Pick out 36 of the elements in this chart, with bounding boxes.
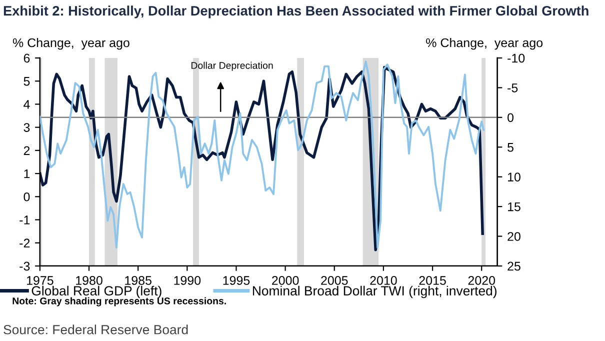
y-tick-label: 2 xyxy=(24,146,30,155)
y-tick-label: -3 xyxy=(20,262,30,271)
text: Note: Gray shading represents US recessions. xyxy=(12,297,226,306)
y2-tick-label: -10 xyxy=(508,54,525,63)
y2-axis-title: % Change, year ago xyxy=(426,38,543,50)
x-tick-label: 1995 xyxy=(223,276,250,285)
x-tick-label: 2015 xyxy=(419,276,446,285)
y-tick-label: 3 xyxy=(24,123,30,132)
x-tick-label: 2020 xyxy=(468,276,496,285)
y2-tick-label: 20 xyxy=(508,232,520,241)
x-tick-label: 2000 xyxy=(272,276,299,285)
y2-tick-label: 0 xyxy=(508,113,514,122)
source-note: Source: Federal Reserve Board xyxy=(4,324,188,334)
legend-label: Global Real GDP (left) xyxy=(32,286,162,298)
y2-tick-label: 15 xyxy=(508,202,520,212)
x-tick-label: 1980 xyxy=(76,276,102,285)
y2-tick-label: -5 xyxy=(508,84,518,92)
y-tick-label: 0 xyxy=(24,192,30,202)
y2-tick-label: 10 xyxy=(508,172,520,182)
chart-title: Exhibit 2: Historically, Dollar Depreciation Has Been Associated with Firmer Global Growth xyxy=(4,6,588,18)
y-tick-label: 1 xyxy=(24,169,30,178)
y-tick-label: 5 xyxy=(24,77,30,86)
y-tick-label: 6 xyxy=(24,54,30,63)
annotation: Dollar Depreciation xyxy=(191,62,273,71)
y2-tick-label: 5 xyxy=(508,143,514,152)
x-tick-label: 1975 xyxy=(26,276,54,285)
y-tick-label: 4 xyxy=(24,100,30,109)
x-tick-label: 2005 xyxy=(321,276,348,285)
y2-tick-label: 25 xyxy=(508,262,520,271)
x-tick-label: 1990 xyxy=(174,276,201,285)
y-tick-label: -1 xyxy=(20,216,30,224)
x-tick-label: 2010 xyxy=(370,276,397,285)
x-tick-label: 1985 xyxy=(125,276,152,285)
y-axis-title: % Change, year ago xyxy=(12,38,130,50)
y-tick-label: -2 xyxy=(20,238,30,248)
legend-label: Nominal Broad Dollar TWI (right, inverted) xyxy=(252,286,496,298)
